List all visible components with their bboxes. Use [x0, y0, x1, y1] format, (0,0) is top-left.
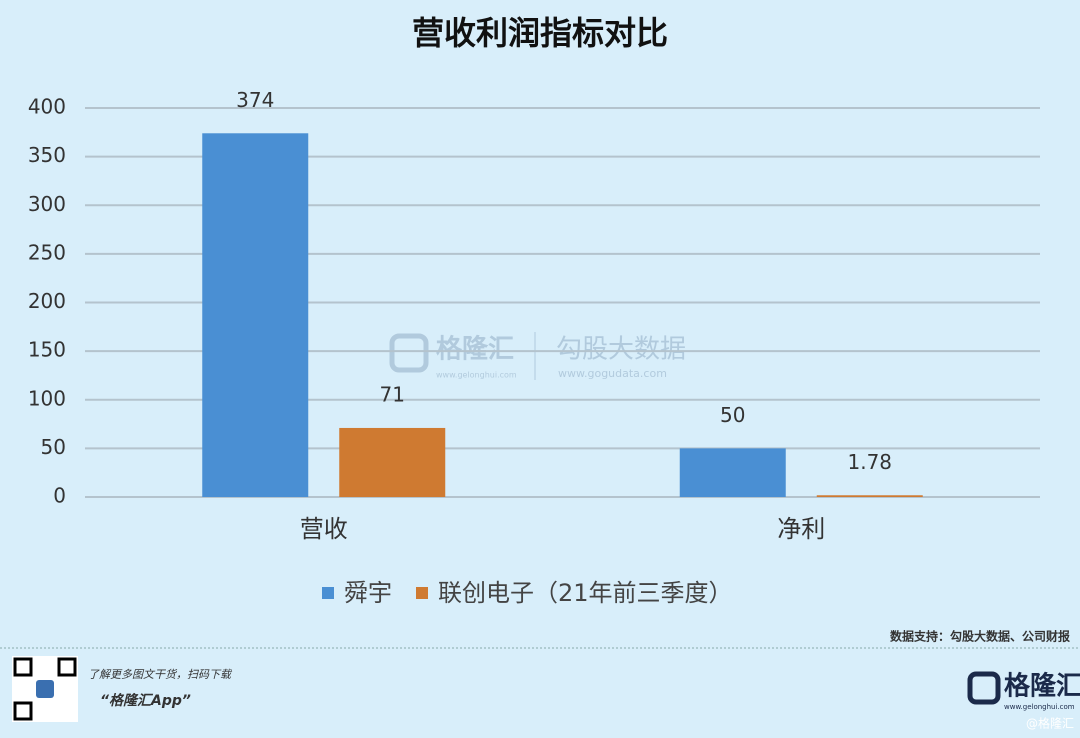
value-label: 71 [380, 382, 405, 406]
y-tick-label: 300 [28, 192, 66, 216]
credit: @格隆汇 [1026, 716, 1074, 731]
y-tick-label: 100 [28, 386, 66, 410]
logo-icon [967, 671, 1001, 705]
qr-logo [36, 680, 54, 698]
bar [679, 448, 786, 497]
bar [816, 495, 923, 497]
y-tick-label: 400 [28, 95, 66, 119]
qr-code [12, 656, 78, 722]
value-label: 1.78 [847, 450, 892, 474]
y-tick-label: 50 [41, 435, 66, 459]
y-tick-label: 200 [28, 289, 66, 313]
x-tick-label: 营收 [300, 515, 348, 543]
watermark-partner-url: www.gogudata.com [558, 367, 667, 380]
app-name: “格隆汇App” [100, 692, 191, 709]
y-tick-label: 150 [28, 338, 66, 362]
qr-finder [13, 701, 33, 721]
logo-text: 格隆汇 [1004, 671, 1080, 702]
y-tick-label: 250 [28, 240, 66, 264]
watermark-partner: 勾股大数据 [556, 335, 686, 365]
watermark-brand: 格隆汇 [436, 334, 514, 365]
x-tick-label: 净利 [777, 515, 825, 543]
legend-label: 舜宇 [344, 579, 392, 607]
bar [339, 427, 446, 497]
legend-label: 联创电子（21年前三季度） [438, 579, 733, 607]
promo-text: 了解更多图文干货，扫码下载 [88, 668, 233, 681]
chart-title: 营收利润指标对比 [412, 14, 668, 52]
y-tick-label: 0 [53, 484, 66, 508]
value-label: 374 [236, 88, 274, 112]
logo-url: www.gelonghui.com [1004, 703, 1075, 711]
qr-finder [57, 657, 77, 677]
legend-swatch [322, 587, 334, 599]
qr-finder [13, 657, 33, 677]
bar [202, 133, 309, 497]
value-label: 50 [720, 403, 745, 427]
watermark-brand-url: www.gelonghui.com [436, 371, 517, 380]
legend-swatch [416, 587, 428, 599]
watermark: 格隆汇 www.gelonghui.com 勾股大数据 www.gogudata… [389, 332, 686, 380]
source-note: 数据支持：勾股大数据、公司财报 [890, 629, 1070, 644]
y-tick-label: 350 [28, 143, 66, 167]
watermark-icon [389, 333, 429, 373]
